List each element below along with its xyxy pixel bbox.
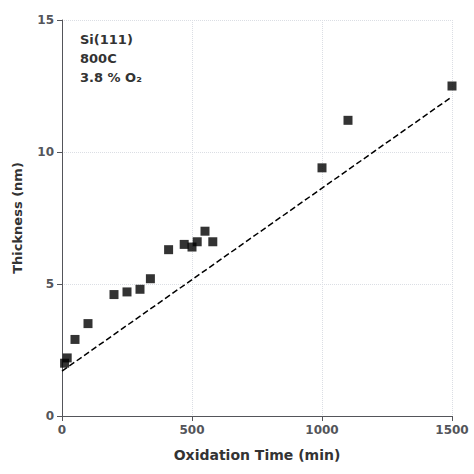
svg-text:0: 0 (58, 423, 66, 437)
svg-text:3.8 % O₂: 3.8 % O₂ (80, 70, 142, 85)
svg-text:0: 0 (46, 409, 54, 423)
svg-text:Si(111): Si(111) (80, 32, 133, 47)
svg-text:5: 5 (46, 277, 54, 291)
svg-text:1000: 1000 (305, 423, 338, 437)
svg-text:800C: 800C (80, 51, 117, 66)
svg-text:Thickness (nm): Thickness (nm) (10, 162, 25, 274)
svg-text:500: 500 (179, 423, 204, 437)
svg-text:Oxidation Time (min): Oxidation Time (min) (174, 447, 341, 463)
svg-text:10: 10 (37, 145, 54, 159)
svg-text:15: 15 (37, 13, 54, 27)
svg-text:1500: 1500 (435, 423, 468, 437)
